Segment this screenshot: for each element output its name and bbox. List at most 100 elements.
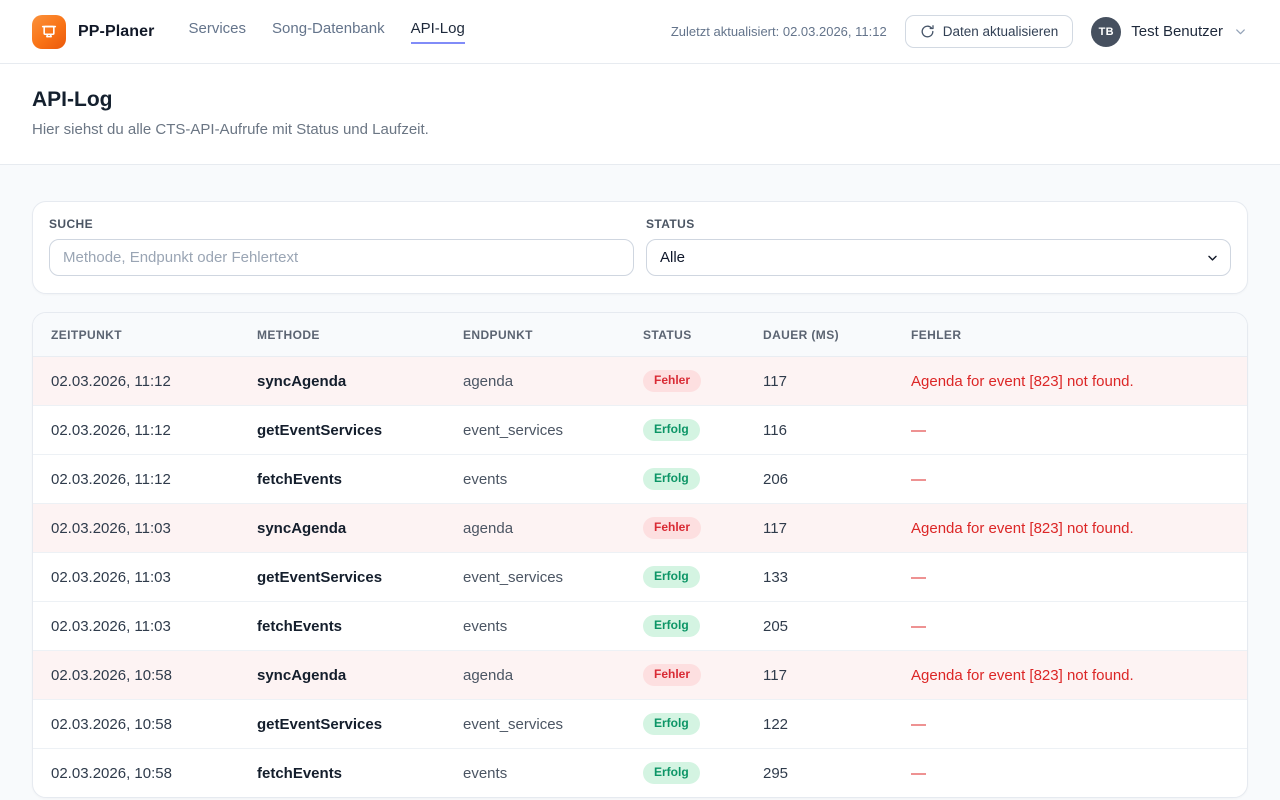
status-badge: Erfolg [643,468,700,490]
cell-error-message: Agenda for event [823] not found. [895,503,1247,553]
column-header-endpunkt: Endpunkt [447,313,627,357]
column-header-fehler: Fehler [895,313,1247,357]
cell-endpoint: event_services [447,552,627,602]
cell-status: Fehler [627,356,747,406]
status-badge: Fehler [643,517,702,539]
column-header-methode: Methode [241,313,447,357]
cell-error-message: Agenda for event [823] not found. [895,650,1247,700]
cell-status: Erfolg [627,601,747,651]
cell-method: fetchEvents [257,764,343,782]
page-heading: API-Log Hier siehst du alle CTS-API-Aufr… [0,64,1280,165]
cell-method: syncAgenda [241,503,447,553]
refresh-data-button[interactable]: Daten aktualisieren [904,15,1074,48]
status-field-group: Status Alle [646,217,1231,276]
cell-error-message: Agenda for event [823] not found. [895,356,1247,406]
main-nav: Services Song-Datenbank API-Log [189,20,465,44]
cell-error-message: — [895,699,1247,749]
cell-method: syncAgenda [241,356,447,406]
cell-timestamp: 02.03.2026, 11:03 [33,503,241,553]
cell-endpoint: events [463,764,508,782]
last-updated-text: Zuletzt aktualisiert: 02.03.2026, 11:12 [670,24,887,39]
cell-timestamp: 02.03.2026, 11:03 [33,552,241,602]
cell-duration-ms: 117 [747,356,895,406]
search-label: Suche [49,217,94,231]
cell-duration-ms: 206 [747,454,895,504]
cell-endpoint: events [447,601,627,651]
cell-status: Fehler [627,650,747,700]
status-select[interactable]: Alle [646,239,1231,276]
page-subtitle: Hier siehst du alle CTS-API-Aufrufe mit … [32,121,429,138]
cell-duration-ms: 295 [763,764,789,782]
table-row: 02.03.2026, 10:58 getEventServices event_s… [33,699,1247,749]
page-title: API-Log [32,88,113,111]
main-content: Suche Status Alle [0,165,1280,798]
cell-endpoint: event_services [447,699,627,749]
filter-card: Suche Status Alle [32,201,1248,294]
cell-duration-ms: 117 [747,503,895,553]
cell-error-message: — [911,764,926,782]
top-bar: PP-Planer Services Song-Datenbank API-Lo… [0,0,1280,64]
cell-method: getEventServices [241,699,447,749]
cell-timestamp: 02.03.2026, 10:58 [33,650,241,700]
brand: PP-Planer [32,14,155,49]
cell-status: Erfolg [627,699,747,749]
status-badge: Fehler [643,370,702,392]
table-row: 02.03.2026, 11:12 fetchEvents events Erfolg… [33,454,1247,504]
cell-endpoint: agenda [447,650,627,700]
status-badge: Erfolg [643,419,700,441]
cell-method: fetchEvents [241,454,447,504]
cell-endpoint: events [447,454,627,504]
cell-method: getEventServices [241,552,447,602]
cell-timestamp: 02.03.2026, 10:58 [51,764,172,782]
log-table-body: 02.03.2026, 11:12 syncAgenda agenda Fehler 1… [33,356,1247,798]
cell-error-message: — [895,601,1247,651]
column-header-zeitpunkt: Zeitpunkt [33,313,241,357]
cell-duration-ms: 133 [747,552,895,602]
table-row: 02.03.2026, 11:03 fetchEvents events Erfolg… [33,601,1247,651]
refresh-icon [920,24,935,39]
nav-item-services[interactable]: Services [188,19,247,37]
brand-name: PP-Planer [78,22,155,40]
refresh-button-label: Daten aktualisieren [942,24,1059,39]
cell-timestamp: 02.03.2026, 11:12 [33,454,241,504]
nav-item-api-log[interactable]: API-Log [410,20,465,44]
cell-endpoint: event_services [447,405,627,455]
top-bar-right: Zuletzt aktualisiert: 02.03.2026, 11:12 … [671,15,1248,48]
table-row: 02.03.2026, 11:12 syncAgenda agenda Fehler 1… [33,356,1247,406]
api-log-table-card: Zeitpunkt Methode Endpunkt Status Dauer … [32,312,1248,798]
column-header-status: Status [627,313,747,357]
cell-error-message: — [895,454,1247,504]
table-row: 02.03.2026, 10:58 syncAgenda agenda Fehler 1… [33,650,1247,700]
cell-duration-ms: 116 [747,405,895,455]
table-row: 02.03.2026, 11:03 getEventServices event_s… [33,552,1247,602]
column-header-dauer: Dauer (ms) [747,313,895,357]
cell-endpoint: agenda [447,503,627,553]
status-label: Status [646,217,695,231]
cell-method: fetchEvents [241,601,447,651]
nav-item-song-datenbank[interactable]: Song-Datenbank [272,19,385,37]
table-row: 02.03.2026, 11:03 syncAgenda agenda Fehler 1… [33,503,1247,553]
status-badge: Erfolg [643,615,700,637]
cell-duration-ms: 117 [747,650,895,700]
app-logo [32,14,66,49]
status-select-wrap: Alle [646,239,1231,276]
cell-method: syncAgenda [241,650,447,700]
cell-status: Fehler [627,503,747,553]
table-row: 02.03.2026, 10:58 fetchEvents events Erfolg… [33,749,1247,798]
cell-error-message: — [895,552,1247,602]
user-name: Test Benutzer [1131,23,1223,40]
cell-timestamp: 02.03.2026, 10:58 [33,699,241,749]
cell-status: Erfolg [627,749,747,798]
status-badge: Erfolg [643,713,700,735]
table-header: Zeitpunkt Methode Endpunkt Status Dauer … [33,313,1247,357]
cell-status: Erfolg [627,405,747,455]
user-menu[interactable]: TB Test Benutzer [1091,16,1248,47]
api-log-table: Zeitpunkt Methode Endpunkt Status Dauer … [33,313,1247,797]
cell-status: Erfolg [627,552,747,602]
chevron-down-icon [1233,24,1248,39]
cell-method: getEventServices [241,405,447,455]
cell-timestamp: 02.03.2026, 11:12 [33,405,241,455]
status-badge: Fehler [643,664,702,686]
cell-endpoint: agenda [447,356,627,406]
search-input[interactable] [49,239,634,276]
